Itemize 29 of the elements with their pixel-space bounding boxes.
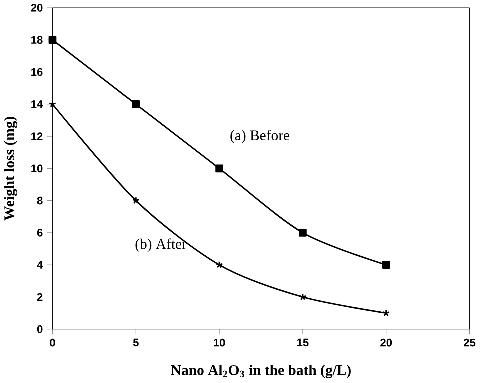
point xyxy=(216,164,224,173)
y-tick-label: 10 xyxy=(32,165,43,173)
y-axis-title: Weight loss (mg) xyxy=(4,117,18,222)
x-tick-label: 5 xyxy=(133,339,139,347)
x-tick-label: 20 xyxy=(380,339,392,347)
x-tick-label: 25 xyxy=(464,339,476,347)
y-tick-label: 20 xyxy=(31,4,43,12)
x-tick-label: 0 xyxy=(50,339,56,347)
point xyxy=(216,261,224,269)
y-tick-label: 8 xyxy=(37,197,43,205)
x-tick-label: 10 xyxy=(214,339,226,347)
point xyxy=(382,261,390,270)
point xyxy=(132,197,140,204)
y-tick-label: 16 xyxy=(32,68,43,76)
x-tick-label: 15 xyxy=(298,339,309,347)
y-tick-label: 12 xyxy=(32,132,43,141)
y-tick-label: 0 xyxy=(37,326,43,334)
y-tick-label: 14 xyxy=(32,100,44,108)
series-label: (a) Before xyxy=(230,130,290,144)
x-axis-title: Nano Al$_{2}$O$_{3}$ in the bath (g/L) xyxy=(171,365,351,379)
point xyxy=(299,229,307,238)
y-tick-label: 4 xyxy=(37,262,44,270)
y-tick-label: 6 xyxy=(37,229,43,238)
point xyxy=(299,294,307,301)
point xyxy=(48,36,57,44)
series-label: (b) After xyxy=(136,238,187,252)
point xyxy=(132,100,140,109)
y-tick-label: 2 xyxy=(37,294,43,302)
y-tick-label: 18 xyxy=(32,36,43,44)
